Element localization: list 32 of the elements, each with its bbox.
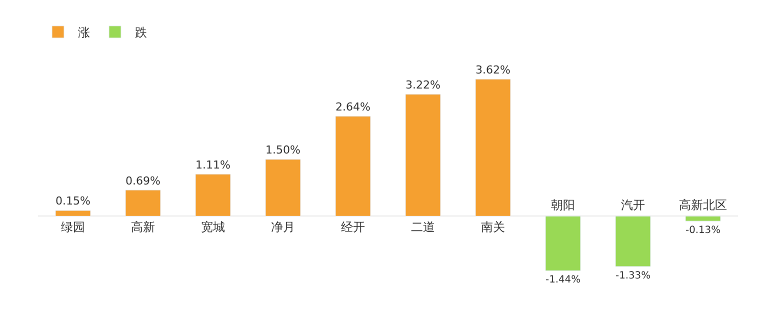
x-tick-label: 经开: [341, 220, 365, 234]
bar: [55, 210, 91, 216]
x-tick-label: 绿园: [61, 220, 85, 234]
bar: [405, 94, 441, 216]
legend-label: 涨: [78, 26, 90, 40]
bar: [125, 190, 161, 216]
data-label: 0.15%: [56, 194, 90, 208]
x-tick-label: 净月: [271, 220, 295, 234]
bar: [475, 78, 511, 216]
x-tick-label: 汽开: [621, 198, 645, 212]
bar: [685, 216, 721, 222]
x-tick-label: 高新: [131, 220, 155, 234]
bar: [615, 216, 651, 267]
x-tick-label: 南关: [481, 220, 505, 234]
legend-label: 跌: [135, 26, 147, 40]
data-label: 1.50%: [266, 144, 300, 157]
data-label: -0.13%: [686, 225, 720, 236]
data-label: -1.33%: [616, 270, 650, 282]
bar: [195, 174, 231, 216]
x-tick-label: 高新北区: [679, 198, 727, 212]
data-label: 3.22%: [406, 78, 440, 92]
x-tick-label: 二道: [411, 220, 435, 234]
x-tick-label: 朝阳: [551, 198, 575, 212]
data-label: 1.11%: [196, 158, 230, 172]
bar: [545, 216, 581, 271]
data-label: 3.62%: [476, 63, 510, 76]
data-label: 2.64%: [336, 100, 370, 114]
data-label: -1.44%: [546, 274, 580, 286]
x-tick-label: 宽城: [201, 220, 225, 234]
data-label: 0.69%: [126, 174, 160, 188]
bar: [335, 116, 371, 216]
bar: [265, 159, 301, 216]
